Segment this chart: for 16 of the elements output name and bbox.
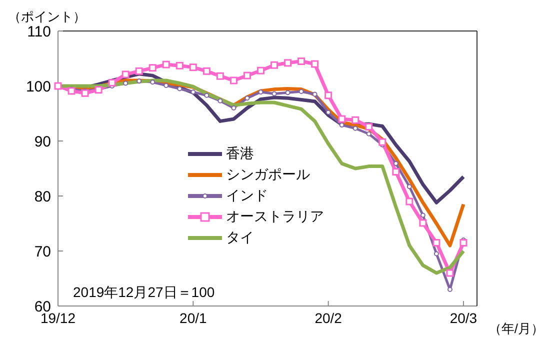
annotation: 2019年12月27日＝100 [73,284,215,302]
legend-label: インド [226,186,268,204]
x-axis-title: （年/月） [488,320,544,338]
y-tick-label: 110 [27,23,51,40]
legend-label: オーストラリア [226,208,324,226]
y-tick-label: 80 [34,188,51,206]
x-tick-label: 20/3 [450,310,478,326]
legend-label: タイ [226,228,254,246]
legend-label: シンガポール [226,166,310,184]
y-tick-label: 90 [34,133,51,150]
legend-label: 香港 [226,144,254,162]
x-tick-label: 20/1 [180,310,207,326]
y-tick-label: 70 [34,243,51,260]
x-tick-label: 20/2 [314,310,342,326]
y-tick-label: 100 [26,78,51,96]
y-axis-title: （ポイント） [8,8,86,26]
